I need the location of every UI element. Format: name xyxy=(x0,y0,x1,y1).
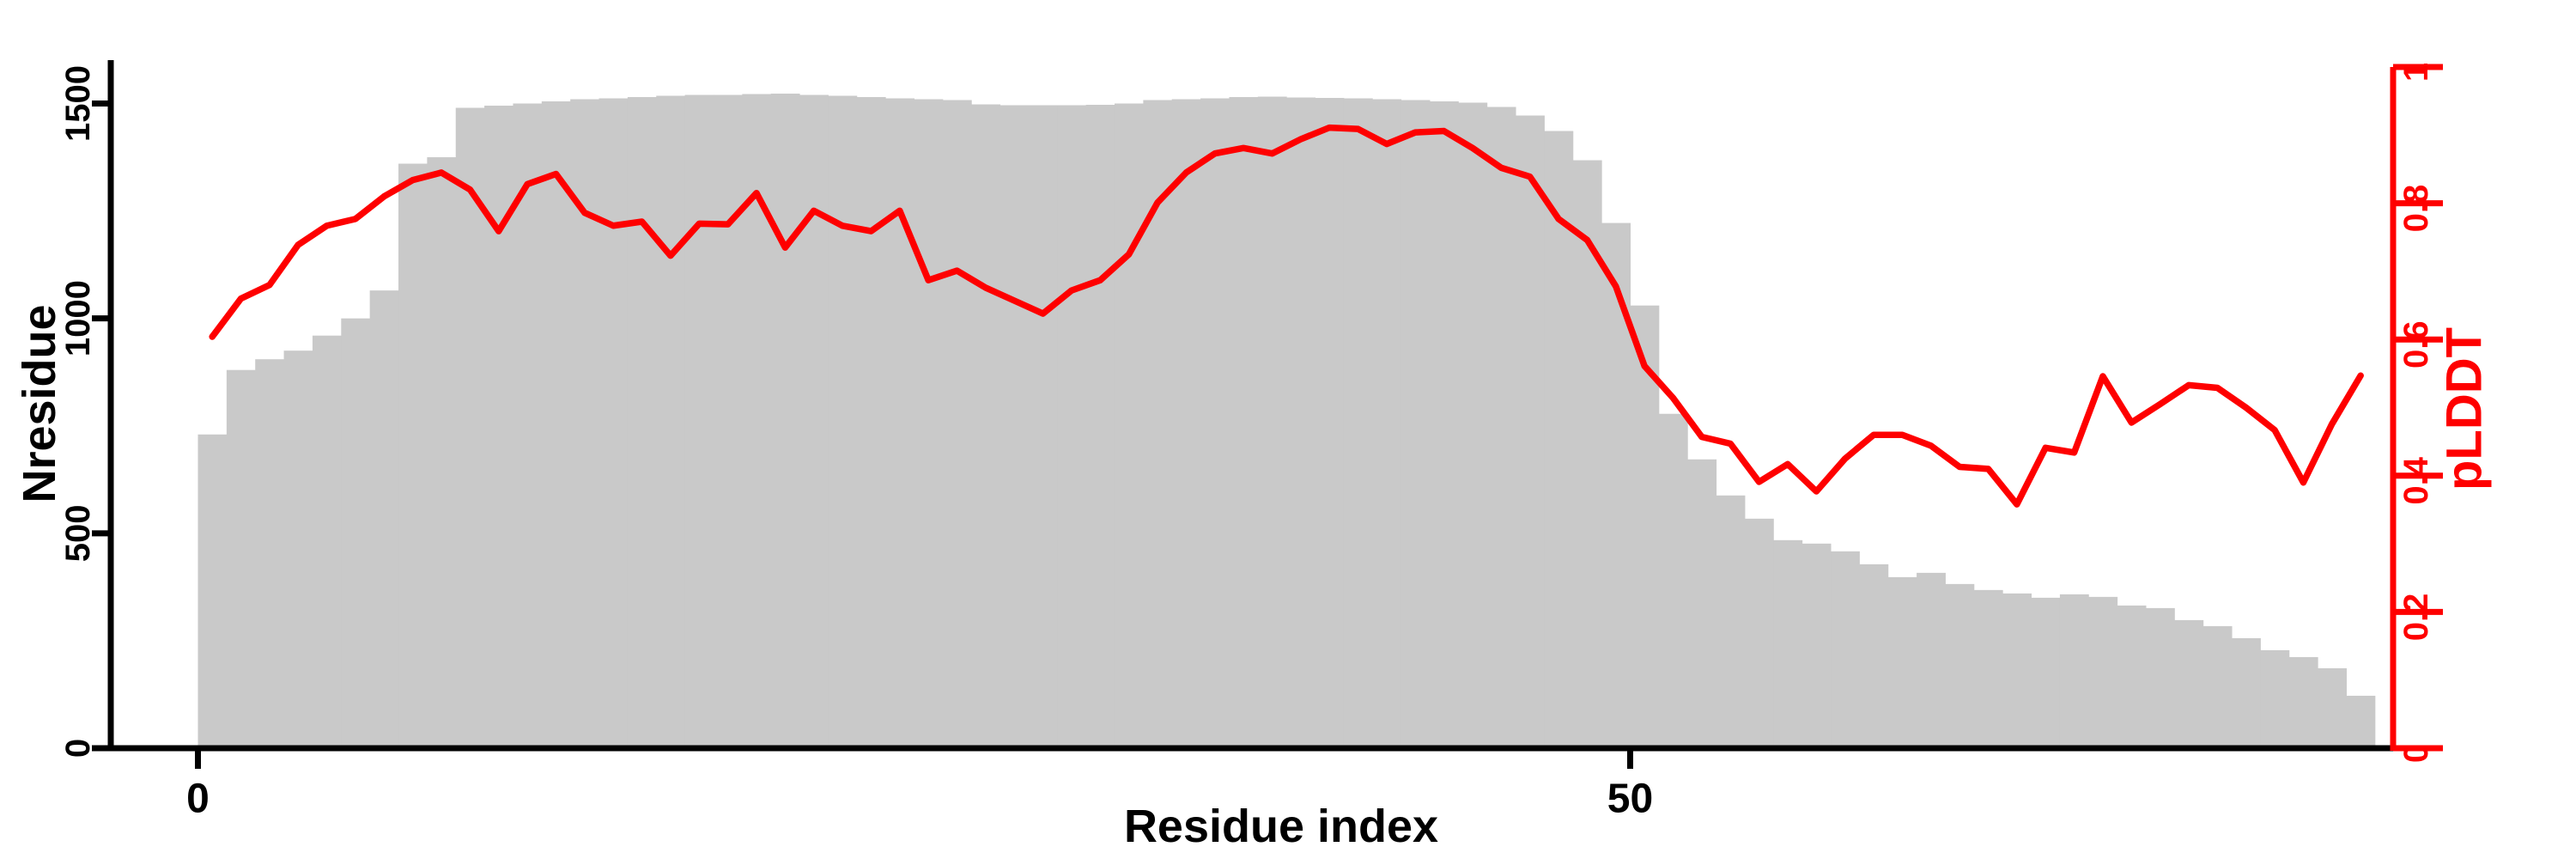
nresidue-bar xyxy=(2260,649,2290,748)
left-axis-tick-label: 1500 xyxy=(59,65,97,142)
nresidue-bar xyxy=(2174,619,2204,748)
nresidue-bar xyxy=(856,97,886,748)
right-axis-tick-label: 0.4 xyxy=(2397,456,2435,504)
nresidue-bar xyxy=(770,93,800,749)
nresidue-bar xyxy=(1801,543,1832,748)
nresidue-bar xyxy=(2346,695,2376,748)
nresidue-bar xyxy=(1831,551,1860,748)
nresidue-bar xyxy=(1343,98,1373,748)
right-axis-title: pLDDT xyxy=(2437,327,2493,490)
nresidue-bar xyxy=(1229,97,1259,748)
left-axis-title: Nresidue xyxy=(14,304,65,503)
left-axis-tick-label: 1000 xyxy=(59,280,97,356)
nresidue-bar xyxy=(1773,539,1803,748)
nresidue-bar xyxy=(1658,413,1688,748)
nresidue-bars-group xyxy=(197,93,2376,749)
nresidue-bar xyxy=(541,101,571,748)
nresidue-bar xyxy=(2002,593,2032,748)
right-axis-tick-label: 0 xyxy=(2397,744,2435,763)
nresidue-bar xyxy=(2117,605,2147,748)
nresidue-bar xyxy=(1544,131,1574,748)
nresidue-bar xyxy=(570,99,600,748)
nresidue-bar xyxy=(1887,576,1917,748)
bottom-axis-tick-label: 50 xyxy=(1607,777,1653,822)
nresidue-bar xyxy=(2288,656,2318,748)
nresidue-bar xyxy=(197,434,228,748)
nresidue-bar xyxy=(627,97,657,748)
nresidue-bar xyxy=(2318,667,2347,748)
nresidue-bar xyxy=(1171,99,1201,748)
nresidue-bar xyxy=(369,290,399,748)
nresidue-bar xyxy=(398,163,428,749)
nresidue-bar xyxy=(656,95,686,749)
nresidue-bar xyxy=(455,107,485,748)
nresidue-bar xyxy=(341,318,371,748)
nresidue-bar xyxy=(255,359,285,748)
nresidue-bar xyxy=(885,98,914,748)
bottom-axis: 0 50 xyxy=(108,745,2404,822)
nresidue-bar xyxy=(2088,596,2118,748)
nresidue-bar xyxy=(942,100,972,748)
nresidue-bar xyxy=(2232,637,2261,748)
nresidue-bar xyxy=(283,350,313,748)
nresidue-bar xyxy=(1257,96,1287,749)
nresidue-bar xyxy=(312,335,342,748)
nresidue-bar xyxy=(1286,97,1316,748)
nresidue-bar xyxy=(598,98,629,748)
nresidue-bar xyxy=(484,106,513,748)
nresidue-bar xyxy=(1516,115,1545,748)
nresidue-bar xyxy=(226,369,256,748)
right-axis: 0 0.2 0.4 0.6 0.8 1 xyxy=(2390,63,2443,763)
nresidue-bar xyxy=(427,157,457,749)
left-axis-tick-label: 500 xyxy=(59,504,97,562)
nresidue-bar xyxy=(1744,518,1774,748)
right-axis-tick-label: 1 xyxy=(2397,63,2435,82)
nresidue-bar xyxy=(1630,305,1660,748)
nresidue-bar xyxy=(799,94,829,749)
nresidue-bar xyxy=(1486,107,1516,748)
nresidue-bar xyxy=(2202,625,2233,748)
left-axis-tick-label: 0 xyxy=(59,739,97,758)
nresidue-bar xyxy=(684,94,714,749)
bottom-axis-tick-label: 0 xyxy=(186,777,210,822)
nresidue-bar xyxy=(1400,100,1431,748)
nresidue-bar xyxy=(1458,102,1488,748)
nresidue-bar xyxy=(999,105,1030,748)
nresidue-bar xyxy=(2031,597,2061,748)
plddt-line xyxy=(209,124,2364,508)
nresidue-bar xyxy=(828,95,858,749)
nresidue-bar xyxy=(1917,572,1946,748)
right-axis-tick-label: 0.8 xyxy=(2397,185,2435,233)
nresidue-bar xyxy=(2059,594,2089,748)
nresidue-bar xyxy=(1429,101,1459,748)
nresidue-bar xyxy=(1687,459,1717,748)
bottom-axis-title: Residue index xyxy=(1124,801,1438,852)
nresidue-bar xyxy=(513,103,543,748)
nresidue-bar xyxy=(1315,98,1345,748)
nresidue-bar xyxy=(1372,99,1402,748)
nresidue-bar xyxy=(971,104,1001,748)
nresidue-bar xyxy=(1115,103,1144,748)
nresidue-bar xyxy=(2145,607,2175,748)
nresidue-bar xyxy=(1945,583,1975,748)
nresidue-bar xyxy=(1716,495,1746,748)
nresidue-bar xyxy=(914,99,944,748)
right-axis-tick-label: 0.2 xyxy=(2397,594,2435,642)
nresidue-bar xyxy=(1085,105,1115,748)
nresidue-bar xyxy=(713,94,743,749)
right-axis-tick-label: 0.6 xyxy=(2397,320,2435,369)
left-axis: 0 500 1000 1500 xyxy=(59,60,114,758)
nresidue-bar xyxy=(1601,222,1631,749)
nresidue-bar xyxy=(1057,105,1087,748)
nresidue-bar xyxy=(1143,100,1173,748)
nresidue-bar xyxy=(1028,105,1058,748)
nresidue-bar xyxy=(1572,160,1602,749)
nresidue-bar xyxy=(1859,564,1889,748)
nresidue-bar xyxy=(1200,98,1230,748)
nresidue-bar xyxy=(1973,589,2003,748)
